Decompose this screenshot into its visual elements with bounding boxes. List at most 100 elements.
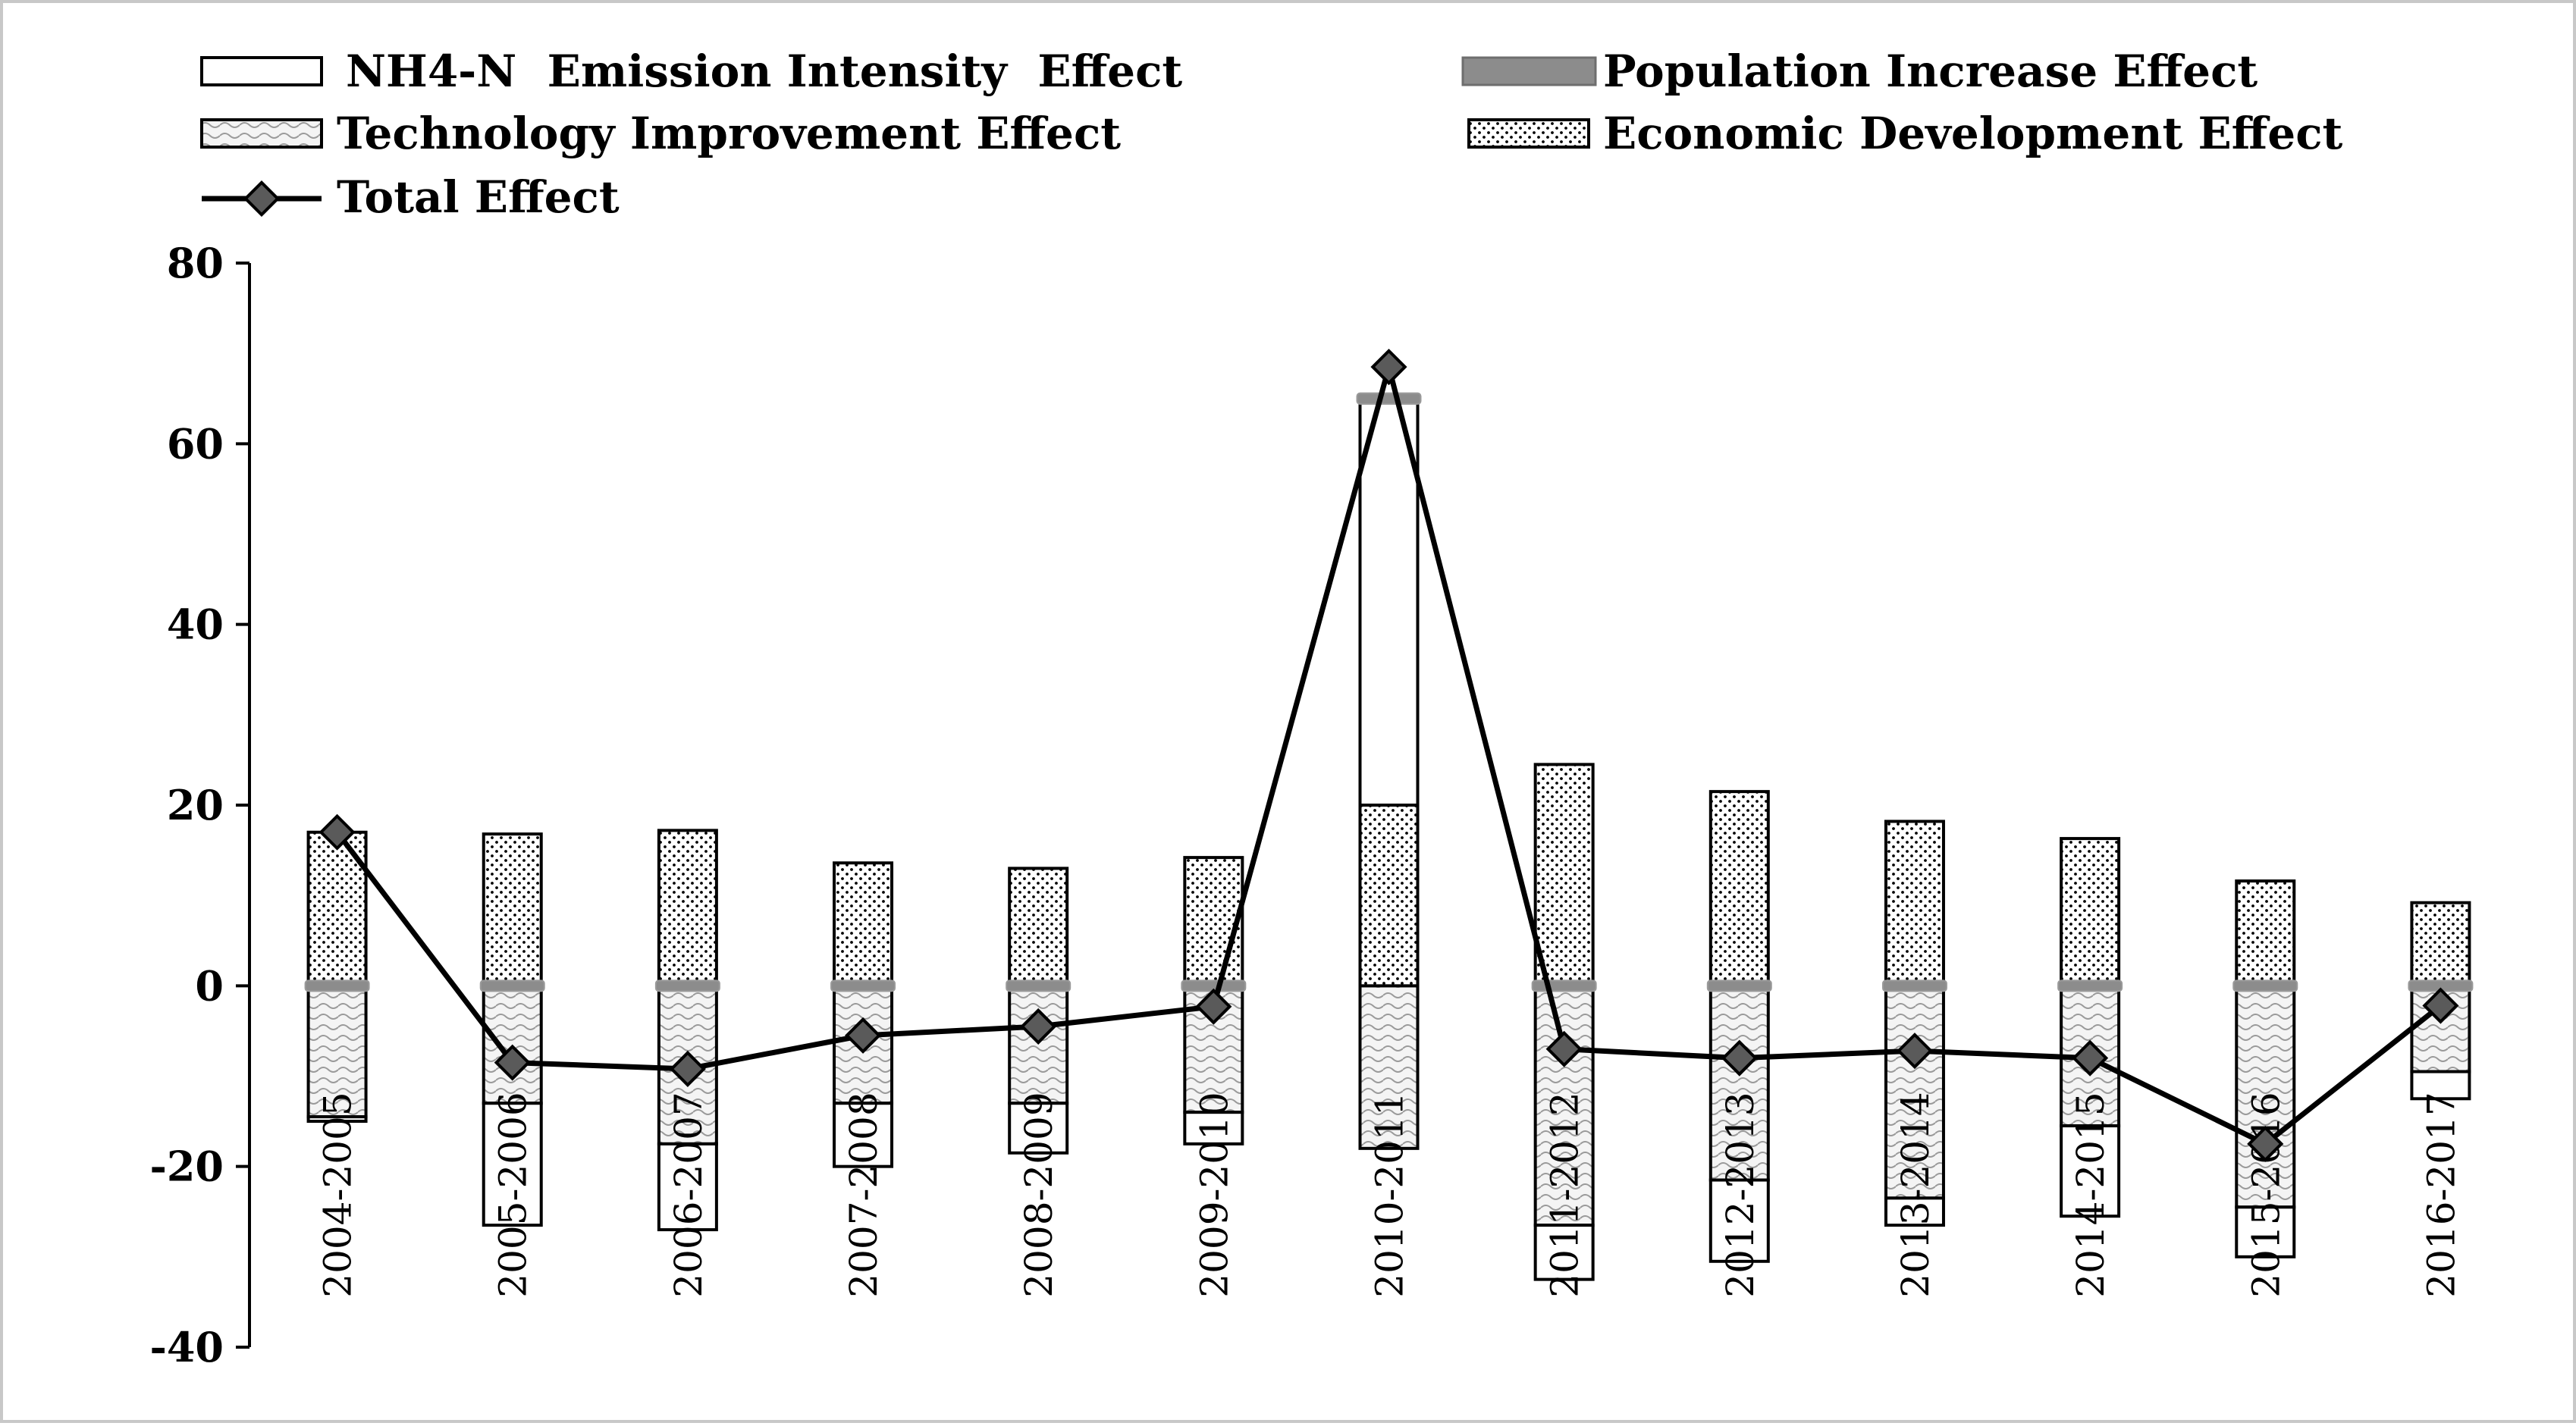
bar-emission-intensity [2235, 1205, 2296, 1258]
bar-economic [2235, 879, 2296, 988]
bar-stack [304, 830, 370, 1124]
bar-emission-intensity [306, 1115, 368, 1124]
legend-item-emission-intensity: NH4-N Emission Intensity Effect [200, 45, 1182, 97]
bar-economic [1884, 820, 1945, 988]
bar-population [830, 979, 896, 992]
total-effect-point [844, 1017, 882, 1054]
bar-population [2232, 979, 2298, 992]
bar-emission-intensity [1884, 1196, 1945, 1227]
bar-population [1006, 979, 1072, 992]
bar-stack [1706, 790, 1772, 1263]
x-tick-label: 2013-2014 [1894, 1092, 1937, 1297]
bar-emission-intensity [2410, 1070, 2471, 1101]
x-tick-label: 2006-2007 [667, 1092, 711, 1297]
y-tick-label: 60 [167, 419, 224, 468]
y-tick-label: 80 [167, 239, 224, 287]
bar-emission-intensity [833, 1102, 894, 1168]
legend-label-population: Population Increase Effect [1603, 45, 2258, 97]
x-tick-label: 2012-2013 [1718, 1092, 1762, 1297]
chart-svg: NH4-N Emission Intensity Effect Populati… [149, 45, 2474, 1371]
y-tick-label: -40 [149, 1323, 224, 1371]
legend-label-technology: Technology Improvement Effect [337, 108, 1121, 159]
y-tick-label: 40 [167, 600, 224, 649]
legend-item-total: Total Effect [202, 171, 620, 223]
bar-emission-intensity [2060, 1124, 2121, 1218]
legend-label-emission-intensity: NH4-N Emission Intensity Effect [346, 45, 1182, 97]
bar-population [654, 979, 720, 992]
total-effect-point [1020, 1008, 1057, 1045]
y-tick-label: 0 [195, 961, 224, 1010]
bar-technology [1884, 984, 1945, 1200]
legend: NH4-N Emission Intensity Effect Populati… [200, 45, 2343, 223]
bar-economic [833, 861, 894, 988]
bar-emission-intensity [482, 1102, 543, 1227]
bar-emission-intensity [657, 1142, 718, 1232]
y-tick-label: -20 [149, 1142, 224, 1191]
bar-population [479, 979, 545, 992]
bar-emission-intensity [1533, 1224, 1595, 1281]
legend-item-population: Population Increase Effect [1461, 45, 2258, 97]
legend-swatch-population [1461, 56, 1597, 86]
x-tick-label: 2008-2009 [1017, 1092, 1061, 1297]
legend-swatch-emission-intensity [200, 56, 323, 86]
x-tick-label: 2009-2010 [1192, 1092, 1236, 1297]
x-tick-label: 2011-2012 [1543, 1092, 1587, 1297]
y-tick-label: 20 [167, 781, 224, 829]
bar-economic [2410, 901, 2471, 988]
bar-emission-intensity [1183, 1111, 1244, 1146]
bar-economic [2060, 837, 2121, 988]
bar-stack [1356, 392, 1422, 1150]
bar-economic [657, 829, 718, 988]
x-tick-label: 2005-2006 [491, 1092, 535, 1297]
legend-swatch-technology [200, 118, 323, 149]
total-effect-point [1195, 988, 1232, 1025]
bar-economic [1358, 804, 1420, 988]
bar-technology [2235, 984, 2296, 1209]
total-effect-point [2247, 1125, 2284, 1162]
bar-population [1881, 979, 1947, 992]
bar-technology [1533, 984, 1595, 1227]
bar-economic [1533, 763, 1595, 988]
plot-area: -40 -20 0 20 40 60 80 2004-2005 2005-2006 2006-20… [149, 239, 2474, 1371]
legend-swatch-economic [1467, 118, 1590, 149]
bar-economic [482, 832, 543, 988]
total-effect-point [2072, 1039, 2109, 1077]
legend-label-total: Total Effect [337, 171, 620, 223]
x-tick-label: 2015-2016 [2244, 1092, 2288, 1297]
legend-label-economic: Economic Development Effect [1603, 108, 2343, 159]
x-tick-label: 2004-2005 [316, 1092, 360, 1297]
bar-stack [1531, 763, 1597, 1281]
bar-emission-intensity [1358, 396, 1420, 807]
bar-population [1531, 979, 1597, 992]
total-effect-point [1896, 1033, 1934, 1070]
bar-stack [479, 832, 545, 1227]
bar-stack [830, 861, 896, 1168]
bar-population [2057, 979, 2123, 992]
total-effect-point [2422, 987, 2459, 1024]
bar-emission-intensity [1708, 1178, 1770, 1263]
x-tick-label: 2014-2015 [2069, 1092, 2113, 1297]
bar-stack [2232, 879, 2298, 1258]
bar-economic [1708, 790, 1770, 988]
bar-population [304, 979, 370, 992]
bar-economic [1008, 867, 1069, 988]
bar-emission-intensity [1008, 1102, 1069, 1155]
total-effect-point [318, 813, 356, 851]
x-tick-label: 2010-2011 [1368, 1092, 1412, 1297]
bar-economic [1183, 856, 1244, 988]
bar-stack [1881, 820, 1947, 1227]
legend-item-economic: Economic Development Effect [1467, 108, 2343, 159]
legend-item-technology: Technology Improvement Effect [200, 108, 1121, 159]
total-effect-point [1721, 1039, 1758, 1077]
bar-population [1706, 979, 1772, 992]
bar-stack [2408, 901, 2474, 1101]
x-tick-label: 2007-2008 [842, 1092, 886, 1297]
legend-marker-total [243, 180, 281, 218]
x-tick-label: 2016-2017 [2419, 1092, 2463, 1297]
total-effect-point [1370, 349, 1407, 386]
total-effect-point [1545, 1030, 1583, 1067]
bar-population [1356, 392, 1422, 405]
total-effect-point [494, 1044, 531, 1081]
total-effect-point [669, 1050, 706, 1088]
